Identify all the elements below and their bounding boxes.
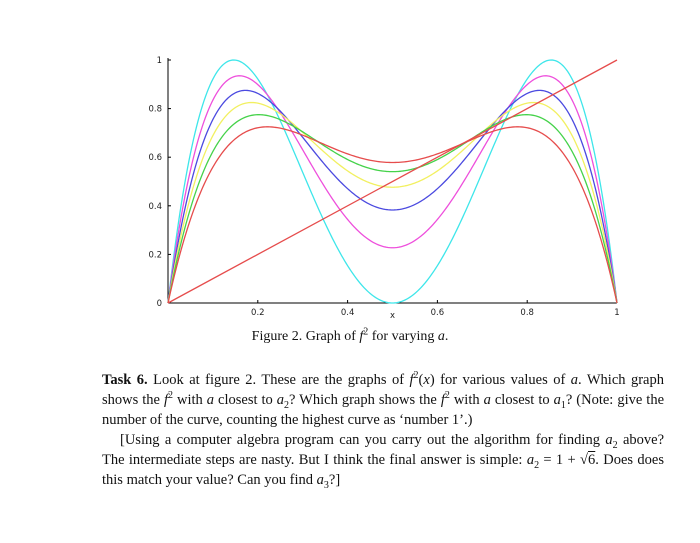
task-label: Task 6. [102, 372, 148, 388]
math-x: x [423, 372, 430, 388]
task-text: ?] [328, 472, 341, 488]
curves [167, 59, 618, 304]
task-text: Look at figure 2. These are the graphs o… [147, 372, 410, 388]
task-text: for various values of [434, 372, 571, 388]
task-6: Task 6. Look at figure 2. These are the … [102, 370, 665, 491]
task-text: above? The intermediate steps are nasty.… [102, 432, 665, 468]
x-tick-label: 0.8 [520, 308, 534, 318]
x-tick-label: 0.6 [431, 308, 445, 318]
math-sup: 2 [444, 390, 450, 402]
task-text: ? Which graph shows the [289, 392, 441, 408]
sqrt-arg: 6 [588, 452, 596, 468]
math-f: f [163, 392, 168, 408]
math-a: a [570, 372, 579, 388]
math-a: a [605, 432, 613, 448]
task-text: closest to [214, 392, 277, 408]
caption-suffix: for varying [368, 329, 438, 344]
caption-f: f [359, 329, 364, 344]
task-text: closest to [490, 392, 554, 408]
task-paragraph-1: Task 6. Look at figure 2. These are the … [102, 370, 665, 428]
math-a: a [206, 392, 215, 408]
math-sub: 1 [560, 399, 566, 411]
task-text: with [449, 392, 484, 408]
x-tick-label: 1 [614, 308, 619, 318]
y-tick-label: 0.8 [148, 105, 162, 115]
figure-caption: Figure 2. Graph of f2 for varying a. [0, 326, 700, 345]
tick-labels: 0 0.2 0.4 0.6 0.8 1 0.2 0.4 0.6 0.8 1 x [148, 56, 619, 321]
task-text: with [173, 392, 207, 408]
math-sup: 2 [168, 390, 173, 402]
curve-6 [167, 126, 618, 304]
curve-2 [167, 75, 618, 304]
y-tick-label: 1 [157, 56, 162, 66]
task-text: . Does does this match your value? Can y… [102, 452, 664, 488]
math-sub: 2 [284, 399, 290, 411]
caption-end: . [444, 329, 449, 344]
y-tick-label: 0.2 [148, 250, 162, 260]
math-a: a [316, 472, 324, 488]
task-text: . Which graph shows the [102, 372, 664, 408]
math-sub: 2 [612, 439, 618, 451]
math-f: f [409, 372, 414, 388]
math-a: a [483, 392, 491, 408]
math-sub: 3 [323, 479, 329, 491]
math-f: f [440, 392, 445, 408]
math-sub: 2 [534, 459, 540, 471]
y-tick-label: 0 [157, 299, 162, 309]
figure-2-chart: 0 0.2 0.4 0.6 0.8 1 0.2 0.4 0.6 0.8 1 x [148, 56, 619, 321]
curve-5 [167, 114, 618, 304]
task-paragraph-2: [Using a computer algebra program can yo… [102, 430, 664, 490]
caption-sup: 2 [363, 326, 369, 338]
curve-3 [167, 89, 618, 304]
math-a: a [526, 452, 535, 468]
x-tick-label: 0.4 [341, 308, 355, 318]
diagonal-line [167, 59, 618, 304]
task-text: = 1 + √ [539, 452, 589, 468]
y-tick-label: 0.4 [148, 202, 162, 212]
task-text: [Using a computer algebra program can yo… [120, 432, 606, 448]
curve-4 [167, 101, 618, 304]
math-a: a [553, 392, 561, 408]
caption-a: a [437, 329, 445, 344]
y-tick-label: 0.6 [148, 153, 162, 163]
task-text: ? (Note: give the number of the curve, c… [102, 392, 665, 428]
x-axis-label: x [390, 311, 395, 321]
x-tick-label: 0.2 [251, 308, 265, 318]
math-a: a [276, 392, 285, 408]
curve-1 [167, 59, 618, 304]
math-sup: 2 [413, 370, 419, 382]
caption-prefix: Figure 2. Graph of [251, 329, 360, 344]
